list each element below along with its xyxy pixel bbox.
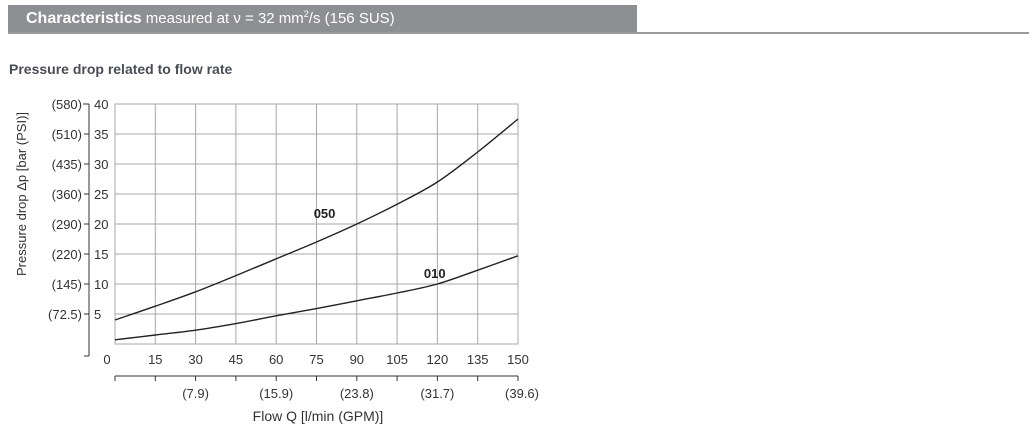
x-tick-label: 45 xyxy=(229,352,243,367)
curve-010 xyxy=(114,255,519,341)
x-axis-label: Flow Q [l/min (GPM)] xyxy=(253,408,384,424)
curve-label-010: 010 xyxy=(424,266,446,281)
y-tick-label: 25 xyxy=(94,187,108,202)
x-tick-label: 105 xyxy=(386,352,408,367)
x-tick-label: 90 xyxy=(350,352,364,367)
y-tick-label-psi: (435) xyxy=(52,157,82,172)
x-tick-label: 75 xyxy=(309,352,323,367)
y-tick-label: 30 xyxy=(94,157,108,172)
superscript: 2 xyxy=(303,9,309,19)
chart-title: Pressure drop related to flow rate xyxy=(9,61,233,77)
y-tick-label-psi: (510) xyxy=(52,127,82,142)
x-tick-label: 30 xyxy=(188,352,202,367)
plot-frame xyxy=(114,103,519,345)
y-tick-label: 15 xyxy=(94,247,108,262)
x-tick-label: 0 xyxy=(103,352,110,367)
section-title-prefix: measured at ν = 32 mm xyxy=(145,10,304,27)
x-secondary-tick-label: (31.7) xyxy=(420,386,454,401)
y-tick-label-psi: (220) xyxy=(52,247,82,262)
y-tick-label-psi: (290) xyxy=(52,217,82,232)
x-tick-label: 135 xyxy=(467,352,489,367)
y-tick-label: 35 xyxy=(94,127,108,142)
x-secondary-tick-label: (7.9) xyxy=(182,386,209,401)
y-tick-label: 5 xyxy=(94,307,101,322)
curve-050 xyxy=(114,118,519,321)
y-tick-label-psi: (360) xyxy=(52,187,82,202)
header-underline xyxy=(8,32,1029,34)
curve-label-050: 050 xyxy=(314,206,336,221)
section-title-suffix: /s (156 SUS) xyxy=(308,10,395,27)
y-tick-label: 20 xyxy=(94,217,108,232)
y-tick-label: 40 xyxy=(94,97,108,112)
section-title-bold: Characteristics xyxy=(26,10,142,27)
x-tick-label: 60 xyxy=(269,352,283,367)
x-tick-label: 150 xyxy=(507,352,529,367)
y-tick-label-psi: (72.5) xyxy=(48,307,82,322)
x-secondary-tick-label: (39.6) xyxy=(505,386,539,401)
y-tick-label-psi: (145) xyxy=(52,277,82,292)
x-secondary-tick-label: (23.8) xyxy=(340,386,374,401)
y-tick-label-psi: (580) xyxy=(52,97,82,112)
y-tick-label: 10 xyxy=(94,277,108,292)
x-secondary-tick-label: (15.9) xyxy=(259,386,293,401)
x-tick-label: 120 xyxy=(427,352,449,367)
y-axis-label: Pressure drop Δp [bar (PSI)] xyxy=(14,112,29,276)
header-bar xyxy=(8,5,637,33)
x-tick-label: 15 xyxy=(148,352,162,367)
section-title: Characteristics measured at ν = 32 mm2/s… xyxy=(26,9,395,28)
